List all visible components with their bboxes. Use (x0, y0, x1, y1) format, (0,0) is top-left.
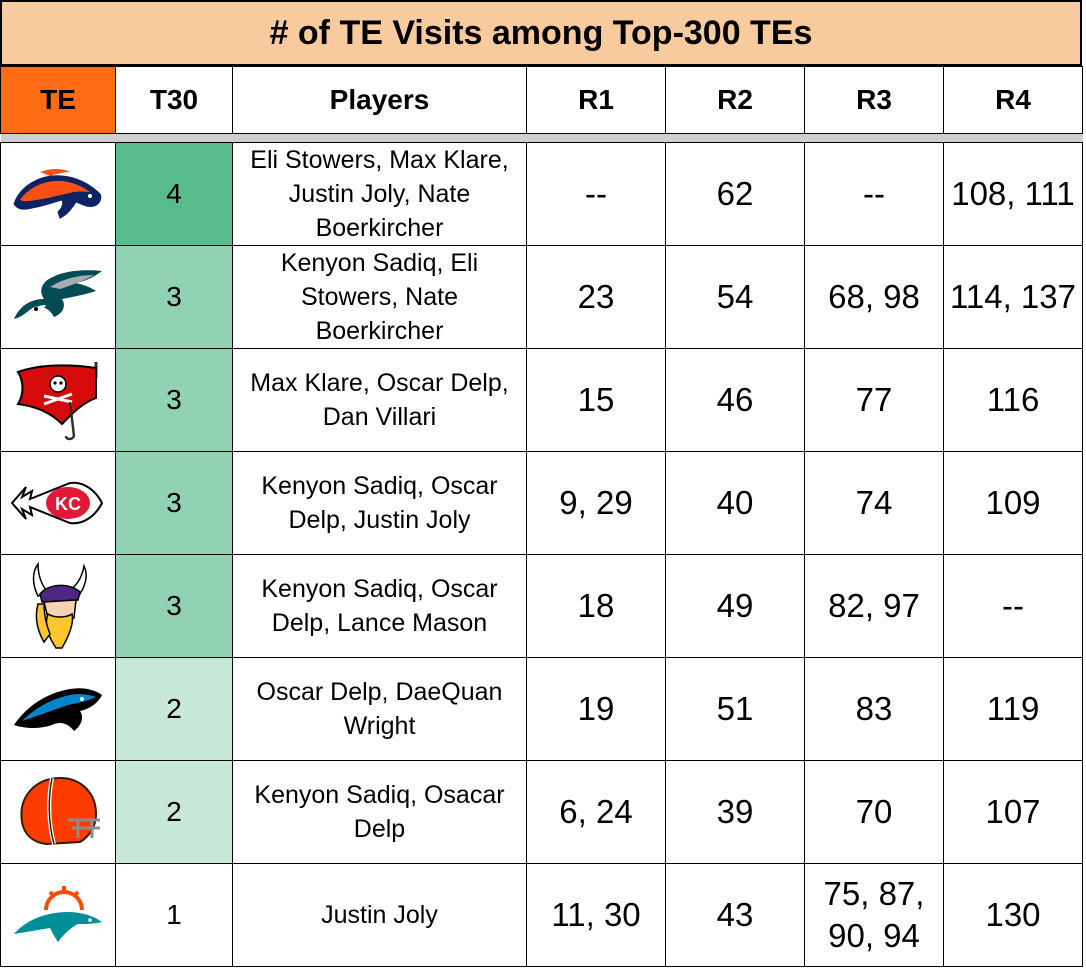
r4-cell: 116 (943, 348, 1083, 452)
r1-cell: -- (526, 142, 666, 246)
r1-cell: 11, 30 (526, 863, 666, 967)
t30-cell: 3 (115, 451, 233, 555)
t30-cell: 2 (115, 760, 233, 864)
header-t30: T30 (115, 66, 233, 134)
players-cell: Eli Stowers, Max Klare, Justin Joly, Nat… (232, 142, 527, 246)
table-row: 3 Kenyon Sadiq, Eli Stowers, Nate Boerki… (0, 245, 1083, 349)
header-te: TE (0, 66, 116, 134)
team-logo-cell (0, 245, 116, 349)
table-title: # of TE Visits among Top-300 TEs (0, 0, 1082, 66)
r4-cell: 108, 111 (943, 142, 1083, 246)
table-row: KC 3 Kenyon Sadiq, Oscar Delp, Justin Jo… (0, 451, 1083, 555)
header-row: TE T30 Players R1 R2 R3 R4 (0, 66, 1083, 134)
browns-logo-icon (2, 772, 115, 852)
players-cell: Kenyon Sadiq, Eli Stowers, Nate Boerkirc… (232, 245, 527, 349)
players-cell: Kenyon Sadiq, Oscar Delp, Lance Mason (232, 554, 527, 658)
table-row: 4 Eli Stowers, Max Klare, Justin Joly, N… (0, 142, 1083, 246)
r3-cell: 70 (804, 760, 944, 864)
r3-cell: 68, 98 (804, 245, 944, 349)
players-cell: Kenyon Sadiq, Osacar Delp (232, 760, 527, 864)
eagles-logo-icon (2, 265, 115, 329)
panthers-logo-icon (2, 681, 115, 737)
team-logo-cell: KC (0, 451, 116, 555)
chiefs-logo-icon: KC (2, 473, 115, 533)
r1-cell: 15 (526, 348, 666, 452)
team-logo-cell (0, 348, 116, 452)
r4-cell: -- (943, 554, 1083, 658)
header-players: Players (232, 66, 527, 134)
vikings-logo-icon (2, 560, 115, 652)
t30-cell: 3 (115, 554, 233, 658)
r1-cell: 9, 29 (526, 451, 666, 555)
r4-cell: 109 (943, 451, 1083, 555)
team-logo-cell (0, 554, 116, 658)
t30-cell: 2 (115, 657, 233, 761)
buccaneers-logo-icon (2, 358, 115, 442)
r1-cell: 18 (526, 554, 666, 658)
team-logo-cell (0, 863, 116, 967)
t30-cell: 4 (115, 142, 233, 246)
table-row: 1 Justin Joly 11, 30 43 75, 87, 90, 94 1… (0, 863, 1083, 967)
header-r2: R2 (665, 66, 805, 134)
players-cell: Justin Joly (232, 863, 527, 967)
r2-cell: 40 (665, 451, 805, 555)
header-r3: R3 (804, 66, 944, 134)
te-visits-table: TE T30 Players R1 R2 R3 R4 (0, 66, 1083, 967)
broncos-logo-icon (2, 164, 115, 224)
r4-cell: 107 (943, 760, 1083, 864)
r4-cell: 114, 137 (943, 245, 1083, 349)
header-separator (0, 133, 1083, 143)
t30-cell: 1 (115, 863, 233, 967)
r4-cell: 119 (943, 657, 1083, 761)
r3-cell: 74 (804, 451, 944, 555)
team-logo-cell (0, 760, 116, 864)
r2-cell: 43 (665, 863, 805, 967)
r2-cell: 51 (665, 657, 805, 761)
separator-cell (0, 133, 1083, 143)
r2-cell: 46 (665, 348, 805, 452)
r3-cell: 83 (804, 657, 944, 761)
header-r4: R4 (943, 66, 1083, 134)
r2-cell: 39 (665, 760, 805, 864)
r3-cell: 82, 97 (804, 554, 944, 658)
team-logo-cell (0, 142, 116, 246)
r3-cell: 77 (804, 348, 944, 452)
r2-cell: 62 (665, 142, 805, 246)
r2-cell: 54 (665, 245, 805, 349)
dolphins-logo-icon (2, 880, 115, 950)
r1-cell: 6, 24 (526, 760, 666, 864)
table-row: 3 Kenyon Sadiq, Oscar Delp, Lance Mason … (0, 554, 1083, 658)
t30-cell: 3 (115, 348, 233, 452)
r1-cell: 19 (526, 657, 666, 761)
header-r1: R1 (526, 66, 666, 134)
players-cell: Oscar Delp, DaeQuan Wright (232, 657, 527, 761)
table-row: 2 Kenyon Sadiq, Osacar Delp 6, 24 39 70 … (0, 760, 1083, 864)
r3-cell: -- (804, 142, 944, 246)
players-cell: Max Klare, Oscar Delp, Dan Villari (232, 348, 527, 452)
t30-cell: 3 (115, 245, 233, 349)
r3-cell: 75, 87, 90, 94 (804, 863, 944, 967)
r4-cell: 130 (943, 863, 1083, 967)
table-row: 2 Oscar Delp, DaeQuan Wright 19 51 83 11… (0, 657, 1083, 761)
team-logo-cell (0, 657, 116, 761)
r1-cell: 23 (526, 245, 666, 349)
players-cell: Kenyon Sadiq, Oscar Delp, Justin Joly (232, 451, 527, 555)
r2-cell: 49 (665, 554, 805, 658)
svg-text:KC: KC (55, 494, 81, 514)
table-row: 3 Max Klare, Oscar Delp, Dan Villari 15 … (0, 348, 1083, 452)
